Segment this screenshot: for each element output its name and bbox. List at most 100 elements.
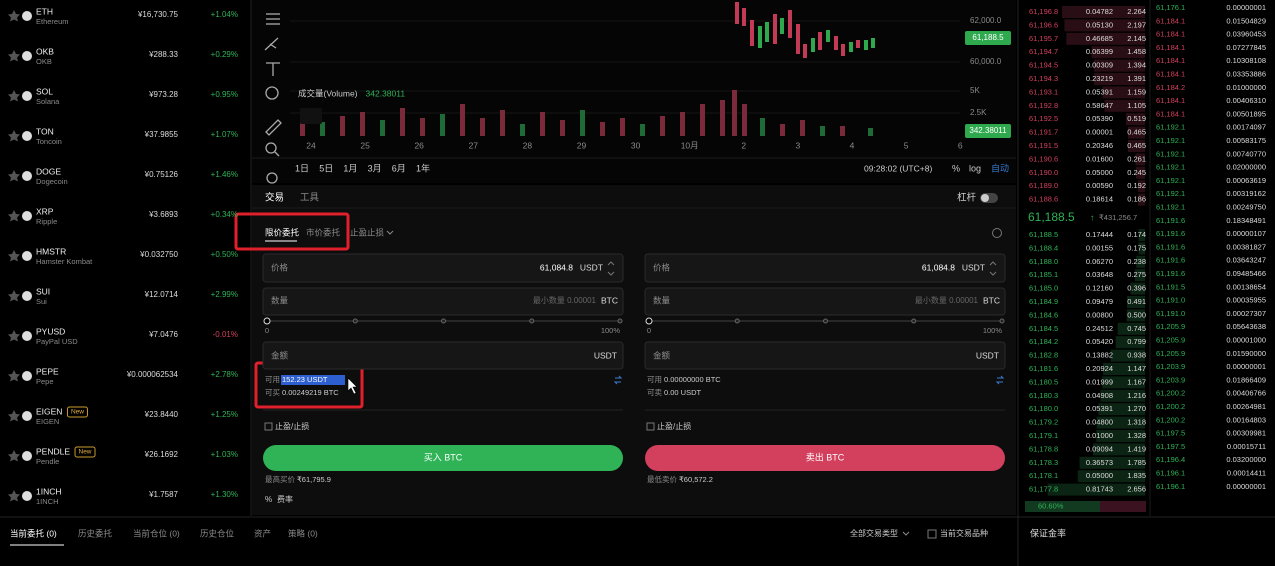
book-amount: 0.01000: [1086, 431, 1113, 440]
bottom-tab[interactable]: 历史仓位: [200, 528, 235, 538]
trade-qty: 0.18348491: [1226, 216, 1266, 225]
book-amount: 0.46685: [1086, 34, 1113, 43]
star-icon[interactable]: [8, 490, 20, 502]
scale-option[interactable]: 自动: [991, 162, 1009, 173]
input-box[interactable]: [644, 287, 1006, 316]
checkbox[interactable]: [927, 529, 937, 539]
stepper[interactable]: [989, 261, 997, 276]
trade-price: 61,184.1: [1156, 69, 1185, 78]
depth-bar: [1077, 470, 1145, 483]
bottom-tab[interactable]: 当前仓位 (0): [133, 528, 180, 538]
trade-price: 61,192.1: [1156, 163, 1185, 172]
swap-icon[interactable]: [613, 375, 623, 385]
star-icon[interactable]: [8, 250, 20, 262]
star-icon[interactable]: [8, 170, 20, 182]
fee-label[interactable]: 费率: [277, 494, 293, 504]
star-icon[interactable]: [8, 10, 20, 22]
stepper[interactable]: [607, 261, 615, 276]
dropdown-arrow: [902, 531, 910, 536]
star-icon[interactable]: [8, 210, 20, 222]
sell-button[interactable]: [645, 445, 1005, 471]
order-type-tab[interactable]: 市价委托: [306, 227, 341, 237]
trade-tab[interactable]: 交易: [265, 192, 284, 204]
coin-change: +0.95%: [211, 90, 238, 99]
slider-step[interactable]: [823, 318, 828, 324]
input-unit: USDT: [976, 350, 999, 360]
book-amount: 0.58647: [1086, 101, 1113, 110]
volume-axis-label: 2.5K: [970, 108, 987, 117]
coin-name: Dogecoin: [36, 177, 68, 186]
buy-button[interactable]: [263, 445, 623, 471]
star-icon[interactable]: [8, 290, 20, 302]
book-price: 61,196.6: [1029, 20, 1058, 29]
slider-step[interactable]: [645, 317, 653, 325]
input-box[interactable]: [644, 341, 1006, 370]
book-price: 61,177.8: [1029, 485, 1058, 494]
book-total: 2.656: [1127, 485, 1146, 494]
book-price: 61,188.4: [1029, 243, 1058, 252]
drawing-toolbar[interactable]: [264, 13, 282, 184]
bottom-tab[interactable]: 资产: [254, 528, 271, 538]
bottom-tab[interactable]: 历史委托: [78, 528, 113, 538]
slider-step[interactable]: [911, 318, 917, 324]
trade-price: 61,184.1: [1156, 56, 1185, 65]
period-button[interactable]: 5日: [319, 163, 333, 173]
scale-option[interactable]: %: [952, 163, 960, 173]
period-button[interactable]: 1年: [416, 162, 430, 173]
price-arrow: ↑: [1090, 212, 1095, 222]
trade-price: 61,191.6: [1156, 256, 1185, 265]
coin-change: +1.46%: [211, 170, 238, 179]
star-icon[interactable]: [8, 410, 20, 422]
trade-qty: 0.00406310: [1226, 96, 1266, 105]
checkbox[interactable]: [646, 422, 655, 431]
book-price: 61,184.2: [1029, 337, 1058, 346]
star-icon[interactable]: [8, 370, 20, 382]
period-button[interactable]: 1日: [295, 163, 309, 173]
coin-price: ¥973.28: [148, 90, 178, 99]
slider-step[interactable]: [352, 318, 358, 324]
bottom-tab[interactable]: 当前委托 (0): [10, 528, 57, 538]
trade-qty: 0.00501895: [1226, 109, 1266, 118]
period-button[interactable]: 6月: [392, 163, 406, 173]
order-type-tab[interactable]: 止盈止损: [350, 227, 385, 237]
slider-step[interactable]: [529, 318, 535, 324]
checkbox[interactable]: [264, 422, 273, 431]
input-placeholder: 最小数量 0.00001: [915, 295, 979, 305]
input-box[interactable]: [262, 287, 624, 316]
slider-step[interactable]: [734, 318, 740, 324]
coin-price: ¥3.6893: [148, 210, 178, 219]
book-price: 61,188.6: [1029, 195, 1058, 204]
trade-tab[interactable]: 工具: [300, 193, 320, 204]
input-box[interactable]: [644, 253, 1006, 283]
star-icon[interactable]: [8, 130, 20, 142]
star-icon[interactable]: [8, 50, 20, 62]
star-icon[interactable]: [8, 450, 20, 462]
input-box[interactable]: [262, 341, 624, 370]
star-icon[interactable]: [8, 90, 20, 102]
type-filter[interactable]: 全部交易类型: [850, 528, 898, 538]
slider-step[interactable]: [263, 317, 271, 325]
period-button[interactable]: 3月: [368, 163, 382, 173]
period-button[interactable]: 1月: [343, 163, 357, 173]
trade-qty: 0.05643638: [1226, 322, 1266, 331]
book-price: 61,178.8: [1029, 444, 1058, 453]
volume-axis-label: 5K: [970, 86, 980, 95]
available-label: 可用: [265, 375, 280, 384]
slider-step[interactable]: [999, 318, 1005, 324]
slider-step[interactable]: [617, 318, 623, 324]
bottom-tab[interactable]: 策略 (0): [288, 528, 318, 538]
coin-price: ¥7.0476: [148, 330, 178, 339]
input-box[interactable]: [262, 253, 624, 283]
coin-icon: [22, 131, 32, 141]
slider-step[interactable]: [441, 318, 446, 324]
coin-name: 1INCH: [36, 497, 59, 506]
swap-icon[interactable]: [995, 375, 1005, 385]
info-icon[interactable]: [992, 228, 1002, 238]
time-axis-label: 2: [741, 140, 746, 150]
scale-option[interactable]: log: [969, 163, 981, 173]
trade-qty: 0.00015711: [1227, 442, 1266, 451]
book-price: 61,181.6: [1029, 364, 1058, 373]
star-icon[interactable]: [8, 330, 20, 342]
order-type-tab[interactable]: 限价委托: [265, 227, 300, 237]
book-amount: 0.20924: [1086, 364, 1113, 373]
